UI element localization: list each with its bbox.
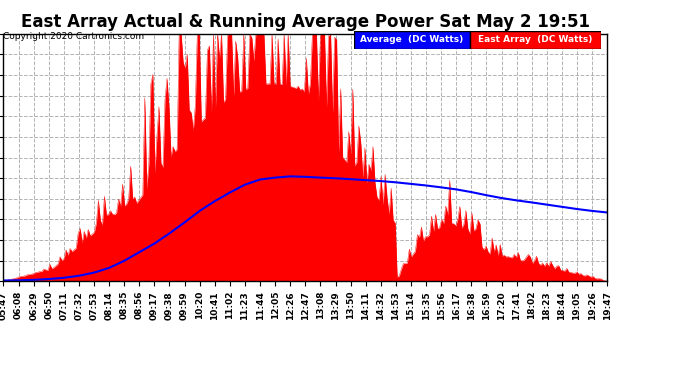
Text: Copyright 2020 Cartronics.com: Copyright 2020 Cartronics.com bbox=[3, 32, 145, 41]
Title: East Array Actual & Running Average Power Sat May 2 19:51: East Array Actual & Running Average Powe… bbox=[21, 13, 590, 31]
